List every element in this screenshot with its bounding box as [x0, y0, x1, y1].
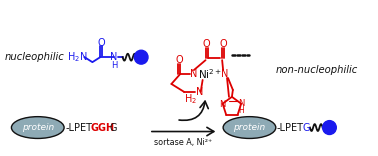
FancyArrowPatch shape	[152, 127, 214, 136]
Text: H$_2$N: H$_2$N	[67, 50, 87, 64]
Text: O: O	[203, 39, 210, 49]
Ellipse shape	[11, 117, 64, 139]
Text: nucleophilic: nucleophilic	[5, 52, 64, 62]
Text: G: G	[302, 123, 310, 133]
Text: O: O	[219, 39, 227, 49]
Circle shape	[323, 121, 336, 134]
Text: sortase A, Ni²⁺: sortase A, Ni²⁺	[154, 138, 212, 147]
Text: N: N	[110, 52, 118, 62]
Ellipse shape	[223, 117, 276, 139]
Text: N: N	[222, 69, 229, 79]
Text: protein: protein	[233, 123, 266, 132]
Text: non-nucleophilic: non-nucleophilic	[276, 65, 358, 75]
Text: G: G	[110, 123, 118, 133]
FancyArrowPatch shape	[179, 101, 208, 120]
Text: Ni$^{2+}$: Ni$^{2+}$	[198, 67, 223, 81]
Text: H: H	[111, 61, 117, 70]
Text: -LPET: -LPET	[277, 123, 304, 133]
Text: -LPET: -LPET	[65, 123, 92, 133]
Text: O: O	[98, 38, 105, 48]
Text: O: O	[175, 55, 183, 65]
Text: protein: protein	[22, 123, 54, 132]
Text: N: N	[196, 87, 203, 97]
Circle shape	[134, 50, 148, 64]
Text: N: N	[220, 100, 226, 109]
Text: N: N	[238, 99, 244, 108]
Text: N: N	[190, 69, 198, 79]
Text: GGH: GGH	[90, 123, 115, 133]
Text: H: H	[238, 106, 244, 115]
Text: H$_2$: H$_2$	[184, 92, 197, 106]
